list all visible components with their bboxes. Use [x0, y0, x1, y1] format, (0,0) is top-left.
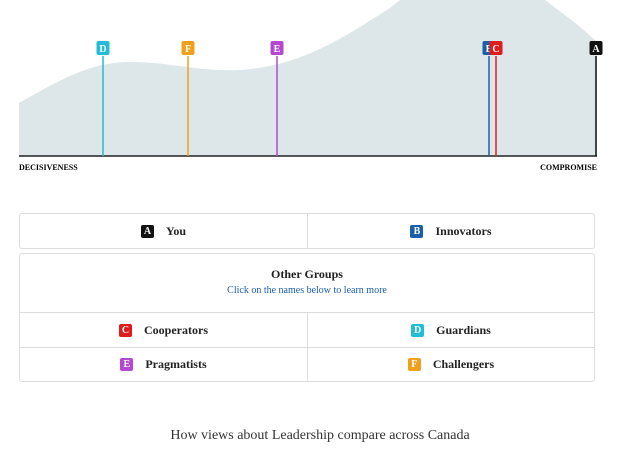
- badge: E: [120, 358, 134, 371]
- marker-letter: C: [492, 44, 499, 55]
- group-cell[interactable]: C Cooperators: [20, 312, 308, 347]
- group-cell[interactable]: E Pragmatists: [20, 347, 308, 381]
- learn-more-link[interactable]: Click on the names below to learn more: [227, 285, 387, 296]
- marker-badge: [181, 41, 195, 55]
- marker-letter: A: [592, 44, 600, 55]
- marker-badge: [96, 41, 110, 55]
- badge: F: [407, 358, 421, 371]
- axis-right-label: COMPROMISE: [540, 163, 597, 172]
- other-groups-title: Other Groups: [271, 267, 343, 281]
- badge: D: [411, 323, 425, 337]
- group-cell[interactable]: A You: [20, 214, 308, 248]
- badge: A: [140, 224, 154, 238]
- axis-left-label: DECISIVENESS: [19, 163, 78, 172]
- marker-letter: F: [185, 44, 191, 55]
- group-name: Guardians: [436, 322, 491, 337]
- marker-letter: D: [99, 44, 106, 55]
- distribution-area: [19, 0, 597, 156]
- group-cell[interactable]: F Challengers: [308, 347, 594, 381]
- main-groups: A You B Innovators: [19, 213, 595, 249]
- other-groups: Other Groups Click on the names below to…: [19, 253, 595, 382]
- marker-badge: [589, 41, 603, 55]
- marker-letter: B: [486, 44, 493, 55]
- group-name: Innovators: [435, 223, 492, 238]
- group-cell[interactable]: B Innovators: [308, 214, 594, 248]
- group-name: Pragmatists: [145, 357, 207, 371]
- marker-badge: [270, 41, 284, 55]
- badge: C: [119, 323, 132, 337]
- group-name: You: [165, 223, 186, 238]
- footer: How views about Leadership compare acros…: [170, 428, 470, 443]
- group-cell[interactable]: D Guardians: [308, 312, 594, 347]
- marker-badge: [489, 41, 503, 55]
- marker-letter: E: [274, 44, 281, 55]
- badge: B: [410, 224, 424, 238]
- group-name: Cooperators: [144, 322, 208, 337]
- group-name: Challengers: [432, 357, 495, 371]
